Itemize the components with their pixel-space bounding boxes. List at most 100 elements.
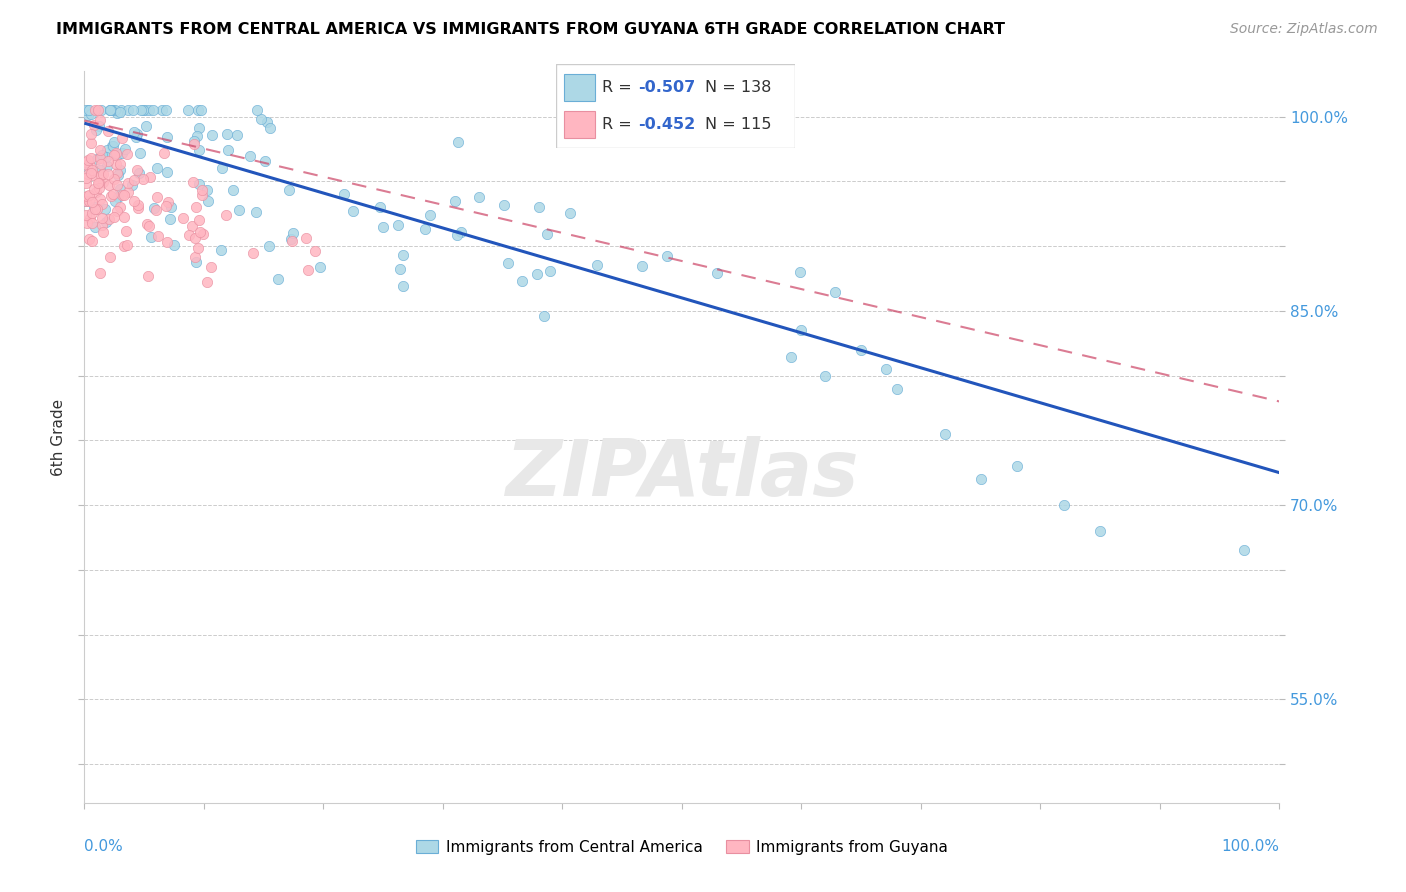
Point	[90, 197, 112, 211]
Point	[536, 227, 558, 241]
Point	[177, 227, 200, 242]
Point	[970, 472, 993, 486]
Text: Source: ZipAtlas.com: Source: ZipAtlas.com	[1230, 22, 1378, 37]
Point	[160, 200, 183, 214]
Point	[80, 136, 103, 150]
Point	[117, 176, 139, 190]
Point	[526, 268, 548, 282]
Point	[153, 146, 176, 161]
Point	[1053, 498, 1076, 512]
Point	[267, 271, 290, 285]
Point	[228, 203, 250, 218]
Point	[188, 143, 211, 157]
Point	[195, 183, 218, 197]
Point	[281, 226, 304, 240]
Point	[117, 185, 139, 199]
Point	[186, 129, 208, 144]
Point	[96, 160, 118, 174]
Point	[1005, 459, 1028, 474]
Point	[510, 274, 533, 288]
Point	[89, 192, 111, 206]
Point	[101, 103, 124, 118]
Point	[115, 237, 138, 252]
Point	[124, 125, 146, 139]
Point	[146, 228, 169, 243]
Point	[332, 186, 354, 201]
Point	[90, 168, 112, 182]
Point	[121, 178, 143, 193]
Point	[77, 232, 100, 246]
Point	[256, 115, 278, 129]
Point	[146, 189, 169, 203]
Point	[91, 175, 114, 189]
Point	[83, 182, 105, 196]
Point	[824, 285, 846, 300]
Point	[75, 155, 97, 169]
Point	[145, 161, 167, 175]
Point	[186, 255, 208, 269]
Point	[112, 187, 135, 202]
Point	[122, 194, 145, 208]
Point	[159, 212, 181, 227]
Text: 100.0%: 100.0%	[1222, 839, 1279, 855]
Point	[91, 218, 114, 232]
Point	[125, 163, 148, 178]
Point	[191, 187, 214, 202]
Point	[156, 195, 179, 210]
Point	[91, 167, 114, 181]
Point	[84, 202, 107, 216]
Point	[97, 167, 120, 181]
Point	[80, 128, 103, 142]
Point	[98, 103, 121, 118]
Point	[98, 250, 121, 264]
Point	[96, 143, 118, 157]
Point	[75, 171, 97, 186]
Point	[143, 201, 166, 215]
Point	[249, 112, 271, 126]
Point	[630, 259, 652, 273]
Point	[108, 105, 131, 120]
Point	[77, 167, 100, 181]
Point	[112, 210, 135, 224]
Point	[83, 103, 105, 118]
Point	[187, 103, 209, 118]
Point	[79, 159, 101, 173]
Point	[413, 222, 436, 236]
Point	[100, 103, 122, 118]
Point	[117, 103, 139, 118]
Point	[131, 103, 153, 118]
Point	[89, 120, 111, 134]
Point	[222, 182, 245, 196]
Point	[245, 205, 267, 219]
Point	[83, 200, 105, 214]
Point	[89, 144, 111, 158]
Point	[209, 244, 232, 258]
Point	[84, 123, 107, 137]
Point	[97, 154, 120, 169]
Point	[585, 259, 607, 273]
Point	[163, 238, 186, 252]
Point	[97, 178, 120, 192]
Text: ZIPAtlas: ZIPAtlas	[505, 435, 859, 512]
Point	[297, 262, 319, 277]
Point	[342, 203, 364, 218]
Point	[86, 202, 108, 216]
Point	[138, 103, 160, 118]
Point	[96, 215, 118, 229]
Point	[103, 135, 125, 149]
Point	[107, 169, 129, 183]
Point	[875, 362, 897, 376]
Point	[77, 188, 100, 202]
Point	[98, 212, 121, 227]
Point	[188, 177, 211, 191]
Point	[103, 194, 125, 209]
Point	[108, 162, 131, 177]
Point	[84, 186, 107, 200]
Point	[82, 205, 104, 219]
Point	[790, 323, 813, 337]
Point	[156, 130, 179, 145]
Point	[190, 103, 212, 118]
Point	[91, 226, 114, 240]
Point	[145, 203, 167, 218]
Point	[75, 176, 97, 190]
